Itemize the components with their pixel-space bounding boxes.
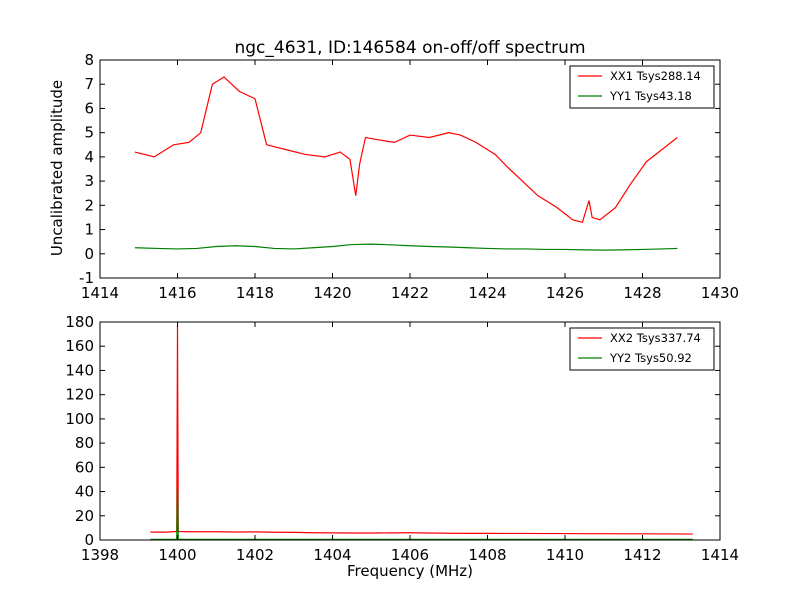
top-series-layer: [134, 76, 678, 251]
top-y-tick-label: 7: [84, 75, 94, 93]
top-y-tick-label: 1: [84, 221, 94, 239]
bottom-y-tick-label: 60: [75, 458, 94, 476]
bottom-x-tick-label: 1404: [313, 546, 351, 564]
top-x-tick-label: 1418: [236, 284, 274, 302]
top-y-tick-label: 2: [84, 196, 94, 214]
top-x-tick-label: 1426: [546, 284, 584, 302]
top-y-tick-label: 4: [84, 148, 94, 166]
top-x-tick-label: 1414: [81, 284, 119, 302]
top-x-tick-label: 1430: [701, 284, 739, 302]
bottom-series-yy-line: [150, 487, 693, 540]
top-legend: XX1 Tsys288.14 YY1 Tsys43.18: [569, 65, 715, 109]
bottom-x-tick-label: 1400: [158, 546, 196, 564]
top-x-tick-label: 1416: [158, 284, 196, 302]
bottom-x-tick-label: 1414: [701, 546, 739, 564]
bottom-legend: XX2 Tsys337.74 YY2 Tsys50.92: [569, 327, 715, 371]
bottom-series-layer: [150, 325, 693, 540]
bottom-y-tick-label: 40: [75, 483, 94, 501]
top-legend-label-xx1: XX1 Tsys288.14: [610, 69, 701, 83]
top-y-tick-label: 0: [84, 245, 94, 263]
top-spectrum-plot: 1414 1416 1418 1420 1422 1424 1426 1428 1430-101…: [79, 51, 739, 302]
bottom-y-tick-label: 180: [65, 313, 94, 331]
bottom-x-tick-label: 1406: [391, 546, 429, 564]
bottom-x-tick-label: 1412: [623, 546, 661, 564]
top-y-tick-label: 3: [84, 172, 94, 190]
bottom-y-tick-label: 140: [65, 361, 94, 379]
top-x-tick-label: 1422: [391, 284, 429, 302]
top-x-tick-label: 1420: [313, 284, 351, 302]
bottom-y-tick-label: 80: [75, 434, 94, 452]
bottom-tick-layer: 1398 1400 1402 1404 1406 1408 1410 1412 1414 0 20 4…: [65, 313, 739, 564]
top-tick-layer: 1414 1416 1418 1420 1422 1424 1426 1428 1430-101…: [79, 51, 739, 302]
y-axis-label: Uncalibrated amplitude: [48, 80, 66, 256]
bottom-y-tick-label: 0: [84, 531, 94, 549]
bottom-y-tick-label: 120: [65, 386, 94, 404]
x-axis-label: Frequency (MHz): [347, 562, 473, 580]
chart-title: ngc_4631, ID:146584 on-off/off spectrum: [234, 38, 585, 58]
bottom-x-tick-label: 1408: [468, 546, 506, 564]
top-series-xx-line: [134, 76, 678, 224]
top-y-tick-label: 6: [84, 99, 94, 117]
top-legend-box: [569, 65, 715, 109]
bottom-y-tick-label: 20: [75, 507, 94, 525]
top-y-tick-label: 5: [84, 124, 94, 142]
bottom-legend-label-xx2: XX2 Tsys337.74: [610, 331, 701, 345]
top-series-yy-line: [134, 243, 678, 251]
bottom-series-xx-line: [150, 325, 693, 535]
bottom-x-tick-label: 1410: [546, 546, 584, 564]
top-y-tick-label: -1: [79, 269, 94, 287]
top-legend-label-yy1: YY1 Tsys43.18: [609, 89, 692, 103]
top-x-tick-label: 1428: [623, 284, 661, 302]
bottom-legend-label-yy2: YY2 Tsys50.92: [609, 351, 692, 365]
bottom-x-tick-label: 1402: [236, 546, 274, 564]
bottom-legend-box: [569, 327, 715, 371]
bottom-y-tick-label: 160: [65, 337, 94, 355]
bottom-spectrum-plot: 1398 1400 1402 1404 1406 1408 1410 1412 1414 0 20 4…: [65, 313, 739, 564]
bottom-y-tick-label: 100: [65, 410, 94, 428]
top-y-tick-label: 8: [84, 51, 94, 69]
top-x-tick-label: 1424: [468, 284, 506, 302]
bottom-x-tick-label: 1398: [81, 546, 119, 564]
